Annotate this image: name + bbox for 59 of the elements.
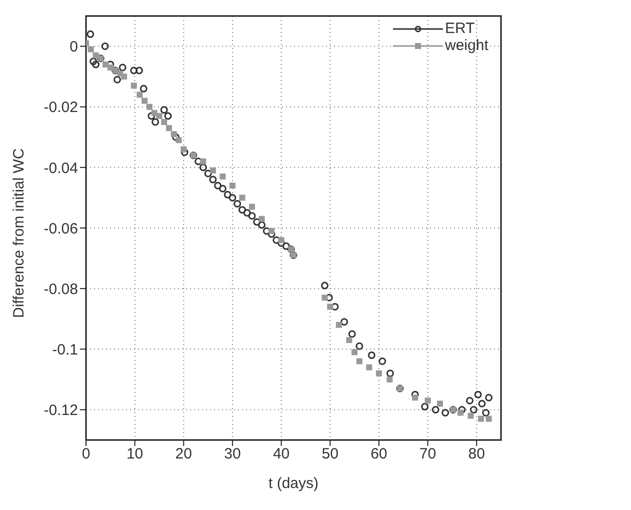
point xyxy=(156,112,162,119)
x-tick-label: 40 xyxy=(272,446,290,463)
point xyxy=(436,400,443,407)
y-tick-label: -0.02 xyxy=(44,99,78,116)
point xyxy=(386,376,393,382)
point xyxy=(142,98,148,104)
point xyxy=(258,216,265,222)
x-tick-label: 50 xyxy=(322,446,338,463)
y-tick-label: -0.1 xyxy=(52,341,78,358)
point xyxy=(136,92,143,98)
point xyxy=(170,131,177,138)
point xyxy=(346,337,352,344)
point xyxy=(146,104,152,110)
point xyxy=(322,294,328,301)
x-axis-title: t (days) xyxy=(268,475,319,492)
point xyxy=(412,394,418,401)
point xyxy=(468,412,474,419)
point xyxy=(210,167,216,174)
point xyxy=(176,137,182,144)
x-tick-label: 30 xyxy=(224,446,241,463)
y-tick-label: -0.04 xyxy=(44,160,78,177)
point xyxy=(180,146,187,152)
point xyxy=(366,364,372,370)
point xyxy=(327,304,334,310)
point xyxy=(352,349,358,356)
point xyxy=(336,322,342,328)
point xyxy=(88,46,94,52)
point xyxy=(278,237,284,244)
x-tick-label: 10 xyxy=(126,446,144,463)
point xyxy=(424,398,431,404)
point xyxy=(220,174,226,180)
x-tick-label: 80 xyxy=(468,446,485,463)
point xyxy=(249,204,255,210)
point xyxy=(457,410,464,416)
y-tick-label: -0.08 xyxy=(44,280,78,298)
legend-label: weight xyxy=(445,37,488,54)
x-tick-label: 0 xyxy=(82,446,90,463)
point xyxy=(121,74,128,80)
x-tick-label: 70 xyxy=(419,446,436,463)
legend-label: ERT xyxy=(445,20,475,37)
point xyxy=(356,358,362,364)
y-axis-title: Difference from initial WC xyxy=(10,148,28,318)
y-tick-label: 0 xyxy=(70,38,78,56)
x-tick-label: 20 xyxy=(175,446,192,463)
y-tick-label: -0.12 xyxy=(44,402,78,420)
point xyxy=(161,119,168,125)
point xyxy=(239,194,246,201)
point xyxy=(166,125,172,132)
y-tick-label: -0.06 xyxy=(44,220,78,238)
point xyxy=(102,61,109,68)
point xyxy=(107,64,114,70)
point xyxy=(376,370,382,376)
point xyxy=(229,182,236,189)
point xyxy=(486,416,492,422)
point xyxy=(200,158,206,164)
x-tick-label: 60 xyxy=(370,446,388,463)
point xyxy=(478,416,484,422)
point xyxy=(268,228,275,234)
point xyxy=(130,82,137,89)
